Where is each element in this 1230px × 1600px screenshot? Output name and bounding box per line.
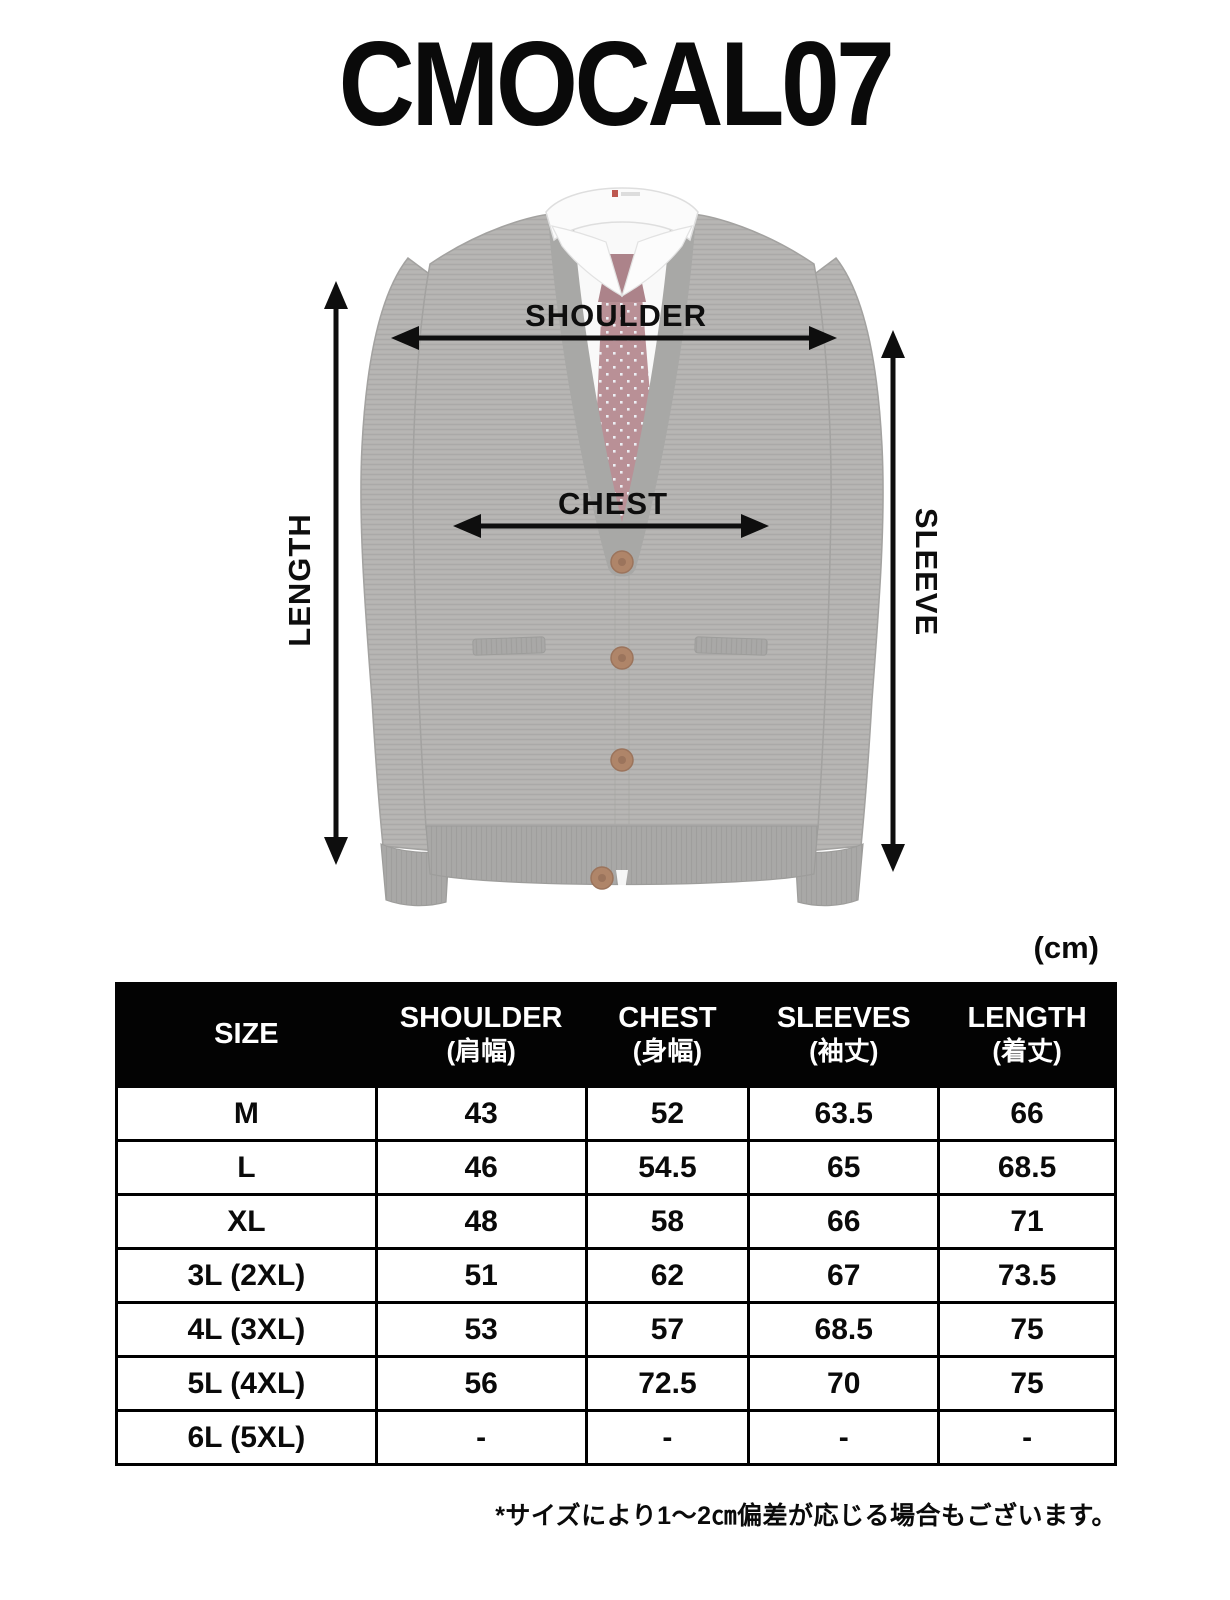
measurement-figure-svg: SHOULDER CHEST LENGTH SLEEVE (282, 187, 944, 912)
cell-length: 71 (937, 1193, 1117, 1250)
cell-chest: 72.5 (584, 1355, 751, 1412)
cell-length: 75 (937, 1301, 1117, 1358)
left-pocket (472, 636, 546, 656)
size-chart-table: SIZE SHOULDER (肩幅) CHEST (身幅) SLEEVES (袖… (115, 982, 1117, 1466)
cell-chest: - (584, 1409, 751, 1466)
col-header-chest: CHEST (身幅) (584, 982, 751, 1088)
cardigan-illustration (360, 187, 884, 912)
chest-arrow-label: CHEST (558, 486, 668, 521)
cell-size: XL (115, 1193, 378, 1250)
cell-chest: 58 (584, 1193, 751, 1250)
cell-shoulder: 56 (374, 1355, 588, 1412)
cell-length: 75 (937, 1355, 1117, 1412)
cell-shoulder: - (374, 1409, 588, 1466)
table-row-4l: 4L (3XL) 53 57 68.5 75 (115, 1301, 1117, 1358)
cell-size: M (115, 1085, 378, 1142)
shoulder-arrow-label: SHOULDER (525, 298, 707, 333)
right-pocket (694, 636, 768, 656)
cell-shoulder: 48 (374, 1193, 588, 1250)
cell-length: - (937, 1409, 1117, 1466)
sleeve-arrow-label: SLEEVE (909, 508, 944, 636)
cell-sleeves: - (747, 1409, 941, 1466)
shirt-collar (545, 187, 699, 298)
product-measurement-figure: SHOULDER CHEST LENGTH SLEEVE (275, 168, 965, 918)
page-title: CMOCAL07 (0, 24, 1230, 144)
size-tolerance-footnote: *サイズにより1～2㎝偏差が応じる場合もございます。 (495, 1502, 1117, 1530)
table-row-3l: 3L (2XL) 51 62 67 73.5 (115, 1247, 1117, 1304)
length-arrow (324, 281, 348, 865)
hem-split (616, 870, 628, 912)
cell-sleeves: 66 (747, 1193, 941, 1250)
col-header-shoulder: SHOULDER (肩幅) (374, 982, 588, 1088)
table-row-m: M 43 52 63.5 66 (115, 1085, 1117, 1142)
cell-shoulder: 53 (374, 1301, 588, 1358)
hem-band (425, 825, 819, 886)
collar-brand-tag-icon (612, 190, 618, 197)
cell-chest: 54.5 (584, 1139, 751, 1196)
cell-chest: 52 (584, 1085, 751, 1142)
cell-chest: 62 (584, 1247, 751, 1304)
cell-length: 73.5 (937, 1247, 1117, 1304)
unit-label: (cm) (1033, 930, 1099, 965)
cell-shoulder: 46 (374, 1139, 588, 1196)
cell-length: 68.5 (937, 1139, 1117, 1196)
cell-size: 3L (2XL) (115, 1247, 378, 1304)
cell-sleeves: 70 (747, 1355, 941, 1412)
cell-sleeves: 63.5 (747, 1085, 941, 1142)
placket (614, 570, 630, 824)
buttons (590, 550, 634, 890)
table-row-l: L 46 54.5 65 68.5 (115, 1139, 1117, 1196)
col-header-length: LENGTH (着丈) (937, 982, 1117, 1088)
table-row-xl: XL 48 58 66 71 (115, 1193, 1117, 1250)
cell-shoulder: 51 (374, 1247, 588, 1304)
cell-size: 4L (3XL) (115, 1301, 378, 1358)
shoulder-arrow (391, 326, 837, 350)
cell-shoulder: 43 (374, 1085, 588, 1142)
chest-arrow (453, 514, 769, 538)
table-row-5l: 5L (4XL) 56 72.5 70 75 (115, 1355, 1117, 1412)
length-arrow-label: LENGTH (282, 513, 317, 646)
table-row-6l: 6L (5XL) - - - - (115, 1409, 1117, 1466)
cell-size: 6L (5XL) (115, 1409, 378, 1466)
collar-brand-tag-text (621, 192, 640, 196)
cell-size: 5L (4XL) (115, 1355, 378, 1412)
cell-sleeves: 65 (747, 1139, 941, 1196)
cell-sleeves: 68.5 (747, 1301, 941, 1358)
cell-size: L (115, 1139, 378, 1196)
cell-length: 66 (937, 1085, 1117, 1142)
cell-sleeves: 67 (747, 1247, 941, 1304)
sleeve-arrow (881, 330, 905, 872)
product-code-title: CMOCAL07 (338, 17, 895, 151)
col-header-size: SIZE (115, 982, 378, 1088)
col-header-sleeves: SLEEVES (袖丈) (747, 982, 941, 1088)
measurement-arrows: SHOULDER CHEST LENGTH SLEEVE (282, 281, 944, 872)
cell-chest: 57 (584, 1301, 751, 1358)
table-header-row: SIZE SHOULDER (肩幅) CHEST (身幅) SLEEVES (袖… (115, 982, 1117, 1088)
